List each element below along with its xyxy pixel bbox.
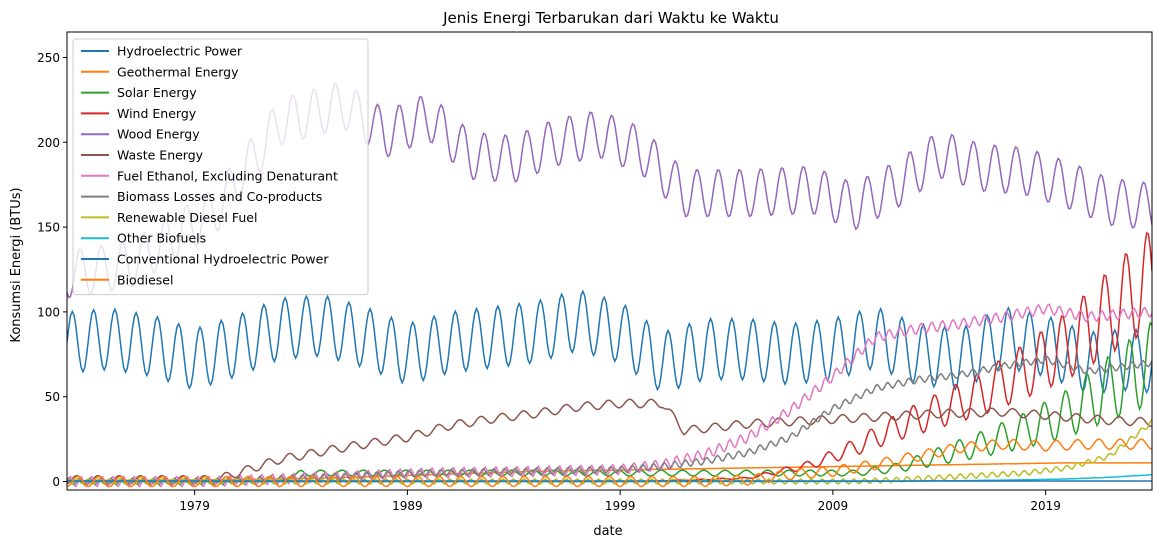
y-ticks: 0 50 100 150 200 250 <box>37 51 67 489</box>
series-line-biomass-losses-and-co-products <box>67 355 1152 486</box>
legend-label-geothermal-energy: Geothermal Energy <box>117 64 239 79</box>
x-tick-label: 2009 <box>818 499 849 513</box>
legend-label-wood-energy: Wood Energy <box>117 127 200 142</box>
y-axis-label: Konsumsi Energi (BTUs) <box>9 187 24 342</box>
legend: Hydroelectric Power Geothermal Energy Sola… <box>72 38 369 296</box>
x-tick-label: 1999 <box>605 499 636 513</box>
legend-label-renewable-diesel-fuel: Renewable Diesel Fuel <box>117 210 257 225</box>
y-tick-label: 100 <box>37 305 60 319</box>
series-line-solar-energy <box>67 321 1152 483</box>
chart-title: Jenis Energi Terbarukan dari Waktu ke Wa… <box>442 9 779 27</box>
x-tick-label: 1989 <box>392 499 423 513</box>
series-line-biodiesel <box>67 438 1152 488</box>
legend-label-wind-energy: Wind Energy <box>117 106 197 121</box>
legend-label-conventional-hydroelectric-power: Conventional Hydroelectric Power <box>117 252 329 267</box>
y-tick-label: 0 <box>52 475 60 489</box>
legend-label-hydroelectric-power: Hydroelectric Power <box>117 44 243 59</box>
x-ticks: 1979 1989 1999 2009 2019 <box>179 490 1061 513</box>
y-tick-label: 50 <box>45 390 60 404</box>
y-tick-label: 150 <box>37 221 60 235</box>
legend-label-biodiesel: Biodiesel <box>117 272 173 287</box>
legend-label-biomass-losses-and-co-products: Biomass Losses and Co-products <box>117 189 322 204</box>
x-tick-label: 2019 <box>1030 499 1061 513</box>
series-line-renewable-diesel-fuel <box>67 419 1152 485</box>
x-axis-label: date <box>593 524 622 539</box>
legend-label-other-biofuels: Other Biofuels <box>117 231 206 246</box>
series-line-waste-energy <box>67 398 1152 485</box>
legend-label-waste-energy: Waste Energy <box>117 148 204 163</box>
legend-label-fuel-ethanol-excluding-denaturant: Fuel Ethanol, Excluding Denaturant <box>117 168 338 183</box>
x-tick-label: 1979 <box>179 499 210 513</box>
legend-box <box>72 38 369 296</box>
plot-area <box>66 31 1153 491</box>
y-tick-label: 200 <box>37 136 60 150</box>
series-line-hydroelectric-power <box>67 289 1152 395</box>
y-tick-label: 250 <box>37 51 60 65</box>
plot-lines <box>67 83 1152 488</box>
legend-label-solar-energy: Solar Energy <box>117 85 197 100</box>
